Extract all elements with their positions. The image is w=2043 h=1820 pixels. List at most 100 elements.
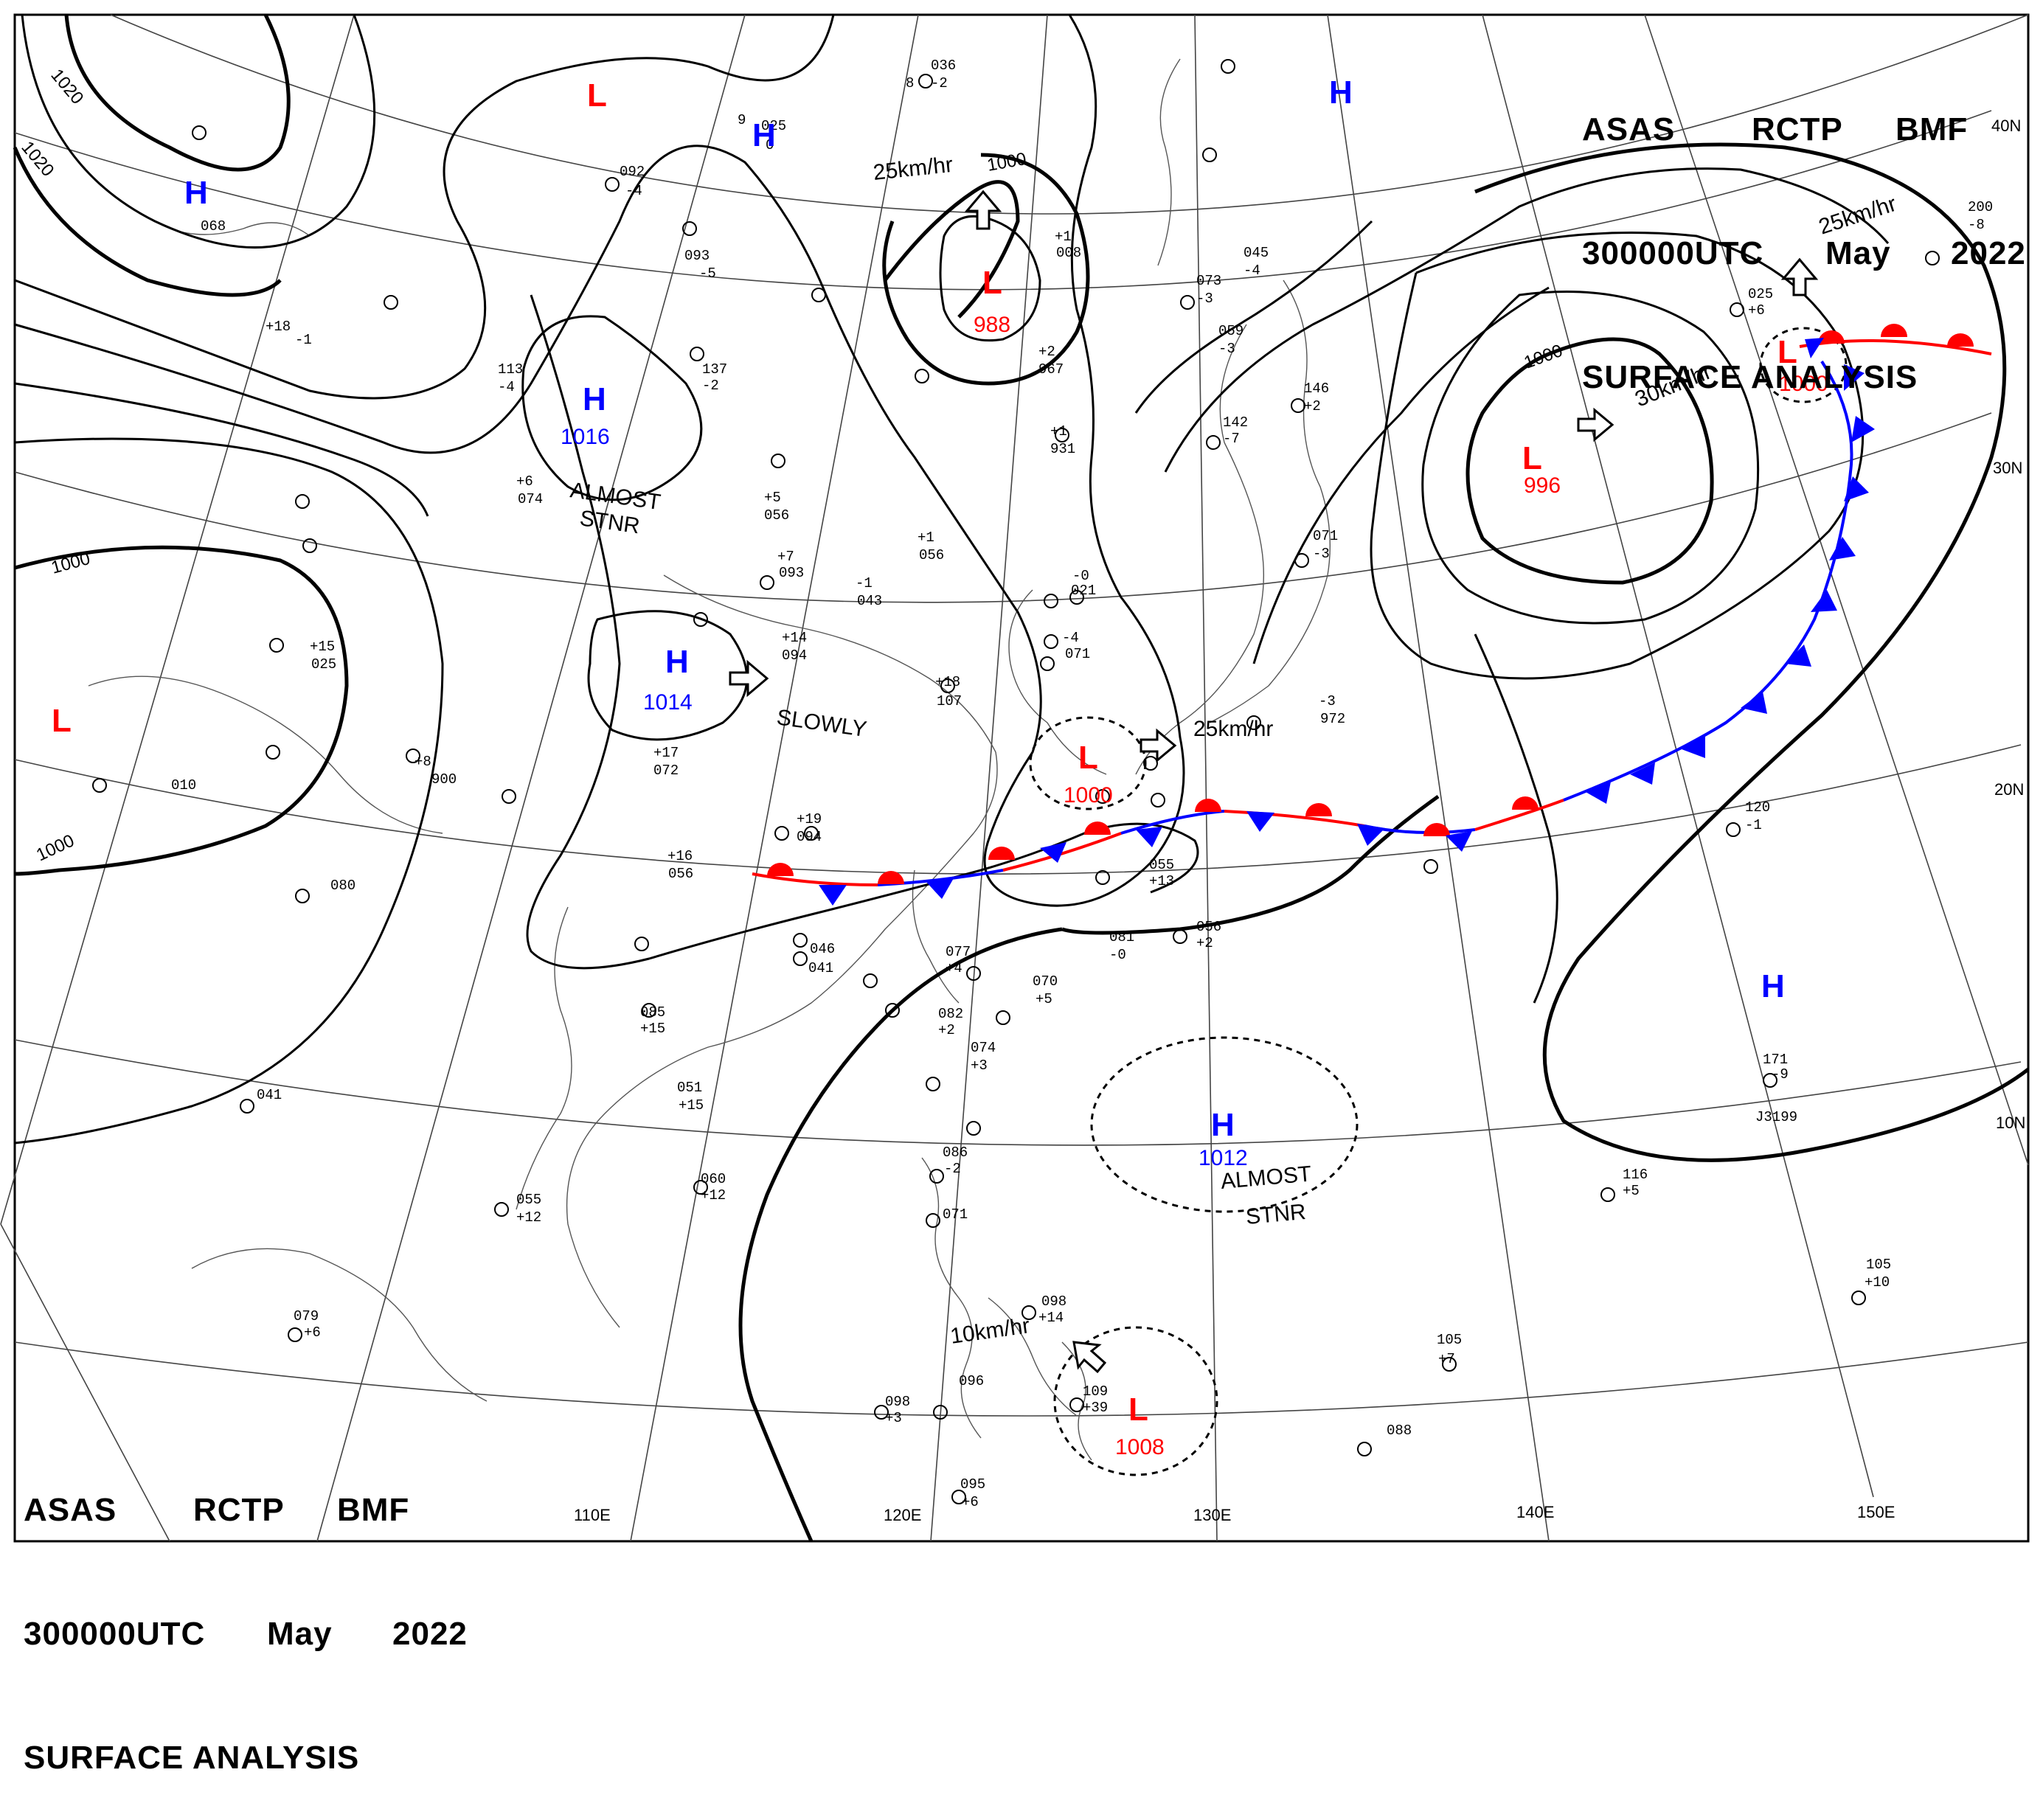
station-value: +12 bbox=[701, 1187, 726, 1204]
low-center: L 996 bbox=[1522, 440, 1561, 498]
isobar bbox=[884, 180, 1020, 319]
station-value: +6 bbox=[304, 1324, 321, 1341]
station-value: 900 bbox=[431, 771, 457, 788]
station-value: 073 bbox=[1196, 273, 1221, 289]
dashed-isobar bbox=[1759, 327, 1848, 403]
isobar-label: 1000 bbox=[1522, 341, 1565, 373]
front-segment-warm bbox=[1224, 810, 1365, 827]
station-value: 931 bbox=[1050, 441, 1075, 457]
parallel bbox=[14, 744, 2022, 875]
station-value: -3 bbox=[1319, 693, 1336, 709]
isobar bbox=[13, 147, 282, 297]
station-value: +16 bbox=[667, 848, 693, 864]
parallel bbox=[14, 1341, 2029, 1417]
motion-label: 25km/hr bbox=[872, 153, 954, 185]
station-value: 105 bbox=[1437, 1332, 1462, 1348]
station-value: -8 bbox=[1968, 217, 1985, 233]
isobar-label: 1000 bbox=[985, 149, 1027, 176]
station-value: 082 bbox=[938, 1006, 963, 1022]
high-center: H 1016 bbox=[561, 381, 610, 449]
station-markers bbox=[92, 59, 1940, 1504]
station-value: +3 bbox=[971, 1057, 988, 1074]
warm-front-symbols bbox=[767, 324, 1974, 884]
svg-text:1012: 1012 bbox=[1199, 1146, 1248, 1170]
station-value: 043 bbox=[857, 593, 882, 609]
station-value: 098 bbox=[885, 1394, 910, 1410]
station-value: +2 bbox=[1038, 344, 1055, 360]
station-value: 098 bbox=[1041, 1293, 1066, 1310]
station-value: 055 bbox=[516, 1192, 541, 1208]
station-value: 068 bbox=[201, 218, 226, 235]
arrow-icon bbox=[1577, 407, 1614, 442]
station-value: 109 bbox=[1083, 1383, 1108, 1400]
station-value: -0 bbox=[1109, 947, 1126, 963]
lon-label: 120E bbox=[884, 1506, 921, 1524]
svg-text:996: 996 bbox=[1524, 473, 1561, 498]
svg-text:L: L bbox=[587, 77, 607, 114]
isobar bbox=[1474, 633, 1558, 1004]
arrow-icon bbox=[1140, 728, 1177, 763]
isobar bbox=[14, 14, 1185, 907]
high-center: H bbox=[1761, 968, 1785, 1004]
isobar bbox=[14, 437, 444, 1145]
station-value: 967 bbox=[1038, 361, 1064, 378]
low-center: L 1008 bbox=[1115, 1392, 1165, 1459]
lon-label: 150E bbox=[1857, 1503, 1895, 1521]
isobar bbox=[1134, 220, 1373, 414]
station-value: +7 bbox=[777, 549, 794, 565]
annotation-text: SLOWLY bbox=[775, 705, 868, 742]
station-labels: 036-289 0250092-4093-5113-4137-2073-3059-… bbox=[171, 58, 1993, 1510]
station-value: 074 bbox=[971, 1040, 996, 1056]
svg-text:1008: 1008 bbox=[1115, 1435, 1165, 1459]
low-center: L 988 bbox=[974, 265, 1010, 337]
svg-text:L: L bbox=[982, 265, 1002, 301]
station-value: +6 bbox=[516, 473, 533, 490]
station-value: +5 bbox=[1036, 991, 1052, 1007]
station-value: 045 bbox=[1244, 245, 1269, 261]
station-value: 116 bbox=[1623, 1167, 1648, 1183]
dashed-isobar bbox=[1053, 1326, 1218, 1476]
station-value: +2 bbox=[938, 1022, 955, 1038]
station-value: 072 bbox=[653, 763, 679, 779]
annotation-text: STNR bbox=[1245, 1200, 1307, 1229]
station-value: 071 bbox=[943, 1206, 968, 1223]
station-value: 036 bbox=[931, 58, 956, 74]
station-value: -0 bbox=[1072, 568, 1089, 584]
isobar bbox=[1252, 286, 1550, 664]
station-value: 107 bbox=[937, 693, 962, 709]
station-value: +15 bbox=[640, 1021, 665, 1037]
svg-text:1016: 1016 bbox=[561, 425, 610, 449]
isobar bbox=[1466, 337, 1714, 585]
isobar bbox=[64, 13, 291, 172]
station-value: 056 bbox=[764, 507, 789, 524]
station-value: -1 bbox=[1745, 817, 1762, 833]
dashed-isobar bbox=[1029, 716, 1147, 810]
station-value: 113 bbox=[498, 361, 523, 378]
svg-text:H: H bbox=[1329, 74, 1353, 111]
station-value: -3 bbox=[1196, 291, 1213, 307]
title-time: 300000UTC bbox=[1582, 235, 1764, 271]
cold-front-symbols bbox=[819, 338, 1875, 906]
station-value: 8 bbox=[906, 75, 914, 91]
stationary-front bbox=[752, 339, 1992, 886]
dashed-isobars bbox=[1029, 327, 1848, 1476]
station-value: -1 bbox=[856, 575, 873, 591]
station-value: +15 bbox=[679, 1097, 704, 1114]
isobar bbox=[14, 14, 835, 400]
station-value: 071 bbox=[1065, 646, 1090, 662]
station-value: 010 bbox=[171, 777, 196, 793]
arrow-icon bbox=[964, 190, 1002, 230]
lon-label: 110E bbox=[574, 1506, 611, 1524]
station-value: +17 bbox=[653, 745, 679, 761]
station-value: +1 bbox=[1055, 229, 1072, 245]
title-block-bottom: ASAS RCTP BMF 300000UTC May 2022 SURFACE ANA… bbox=[24, 1407, 468, 1820]
station-value: 146 bbox=[1304, 381, 1329, 397]
station-value: 088 bbox=[1387, 1423, 1412, 1439]
meridian bbox=[1644, 14, 2029, 1166]
title-code-bmf: BMF bbox=[1895, 111, 1969, 147]
isobar bbox=[738, 927, 1063, 1543]
high-center: H 1014 bbox=[643, 644, 693, 715]
low-center: L 1000 bbox=[1064, 740, 1113, 807]
svg-text:H: H bbox=[1211, 1107, 1235, 1143]
station-value: 041 bbox=[257, 1087, 282, 1103]
